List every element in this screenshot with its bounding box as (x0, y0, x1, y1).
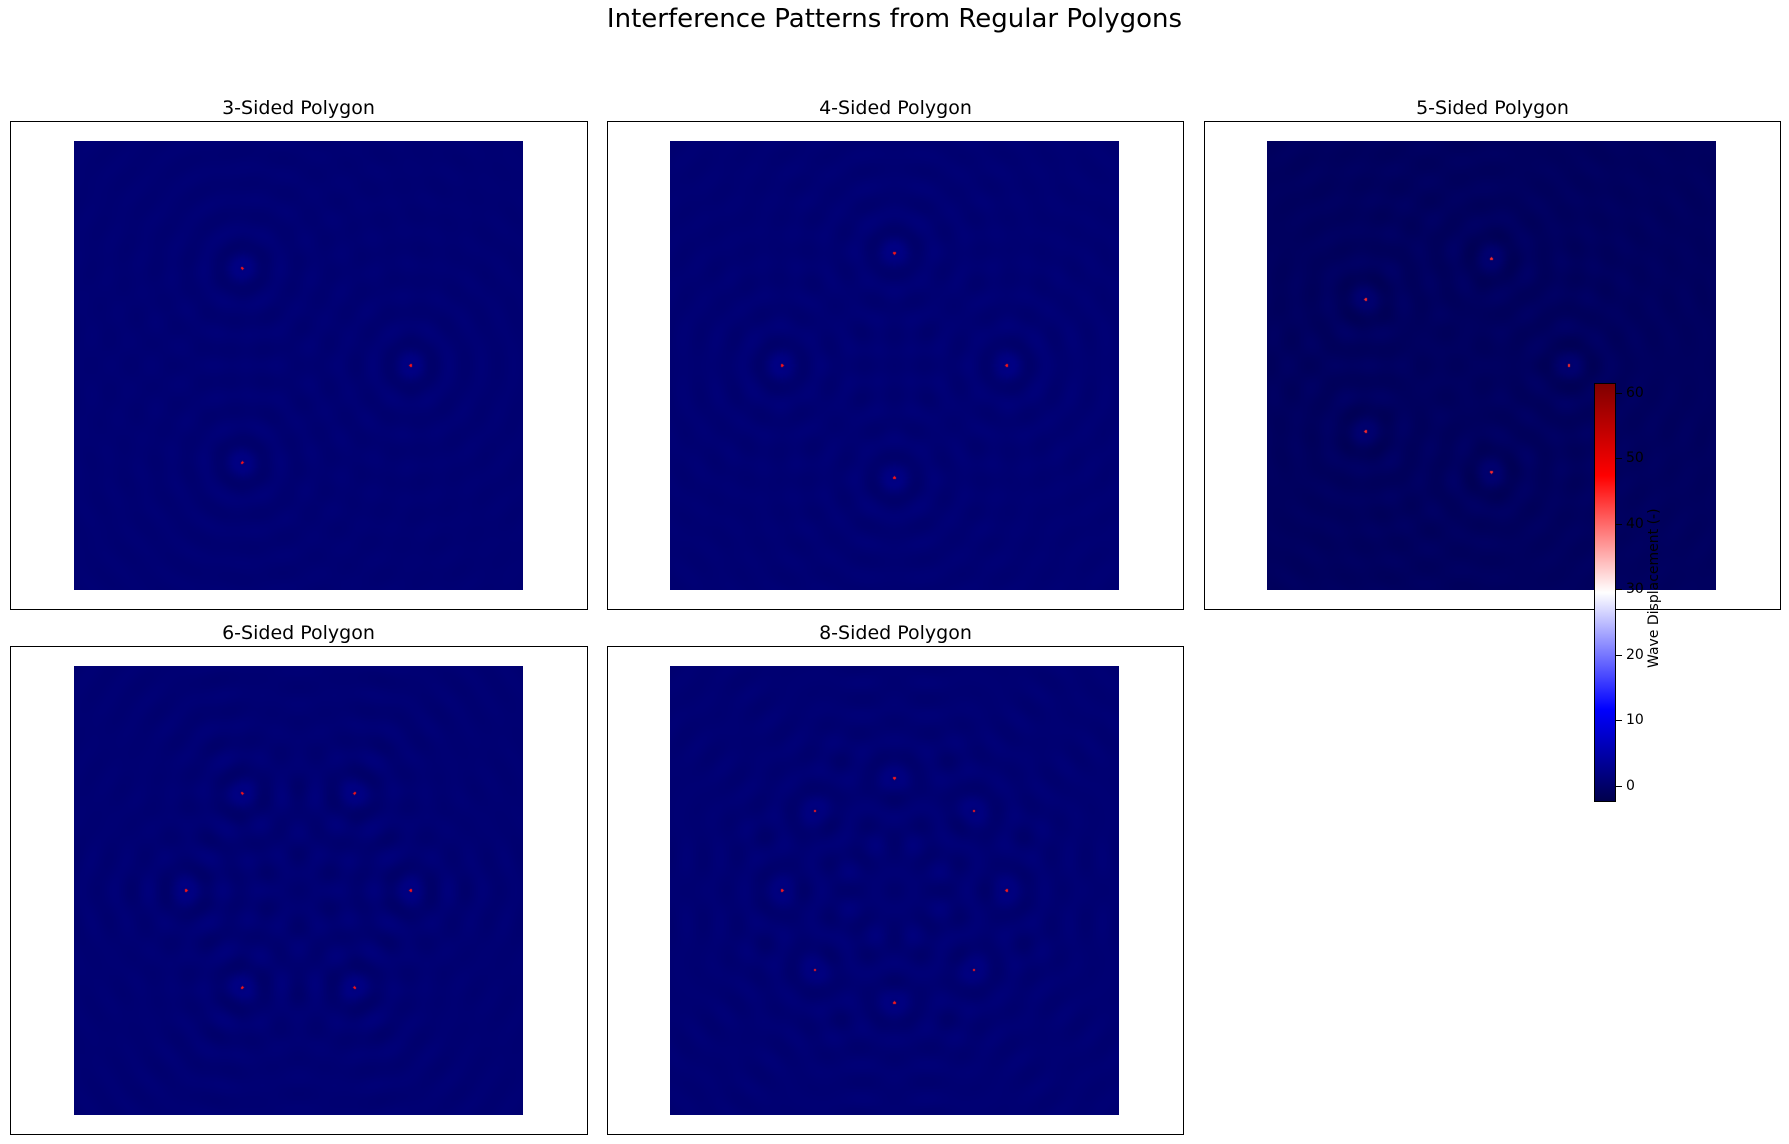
colorbar-tick (1616, 524, 1622, 525)
panel-frame-4 (607, 121, 1184, 610)
panel-title-3: 3-Sided Polygon (222, 97, 375, 119)
colorbar-tick-label: 40 (1626, 516, 1644, 532)
heatmap-8-sided (670, 666, 1119, 1115)
colorbar-tick (1616, 655, 1622, 656)
colorbar-tick (1616, 786, 1622, 787)
colorbar-tick-label: 50 (1626, 450, 1644, 466)
heatmap-4-sided (670, 141, 1119, 590)
panel-title-8: 8-Sided Polygon (819, 622, 972, 644)
heatmap-5-sided (1267, 141, 1716, 590)
panel-title-6: 6-Sided Polygon (222, 622, 375, 644)
figure-title: Interference Patterns from Regular Polyg… (606, 4, 1183, 34)
panel-frame-6 (10, 646, 588, 1135)
heatmap-3-sided (74, 141, 523, 590)
colorbar-tick (1616, 589, 1622, 590)
colorbar-tick-label: 0 (1626, 778, 1635, 794)
colorbar-tick (1616, 720, 1622, 721)
panel-frame-5 (1204, 121, 1781, 610)
colorbar-label: Wave Displacement (-) (1646, 508, 1662, 668)
colorbar-tick-label: 10 (1626, 712, 1644, 728)
heatmap-6-sided (74, 666, 523, 1115)
colorbar-tick (1616, 393, 1622, 394)
colorbar-tick (1616, 458, 1622, 459)
colorbar-tick-label: 30 (1626, 581, 1644, 597)
panel-frame-8 (607, 646, 1184, 1135)
panel-frame-3 (10, 121, 588, 610)
panel-title-4: 4-Sided Polygon (819, 97, 972, 119)
colorbar-tick-label: 20 (1626, 647, 1644, 663)
colorbar (1594, 383, 1616, 802)
panel-title-5: 5-Sided Polygon (1416, 97, 1569, 119)
colorbar-tick-label: 60 (1626, 385, 1644, 401)
